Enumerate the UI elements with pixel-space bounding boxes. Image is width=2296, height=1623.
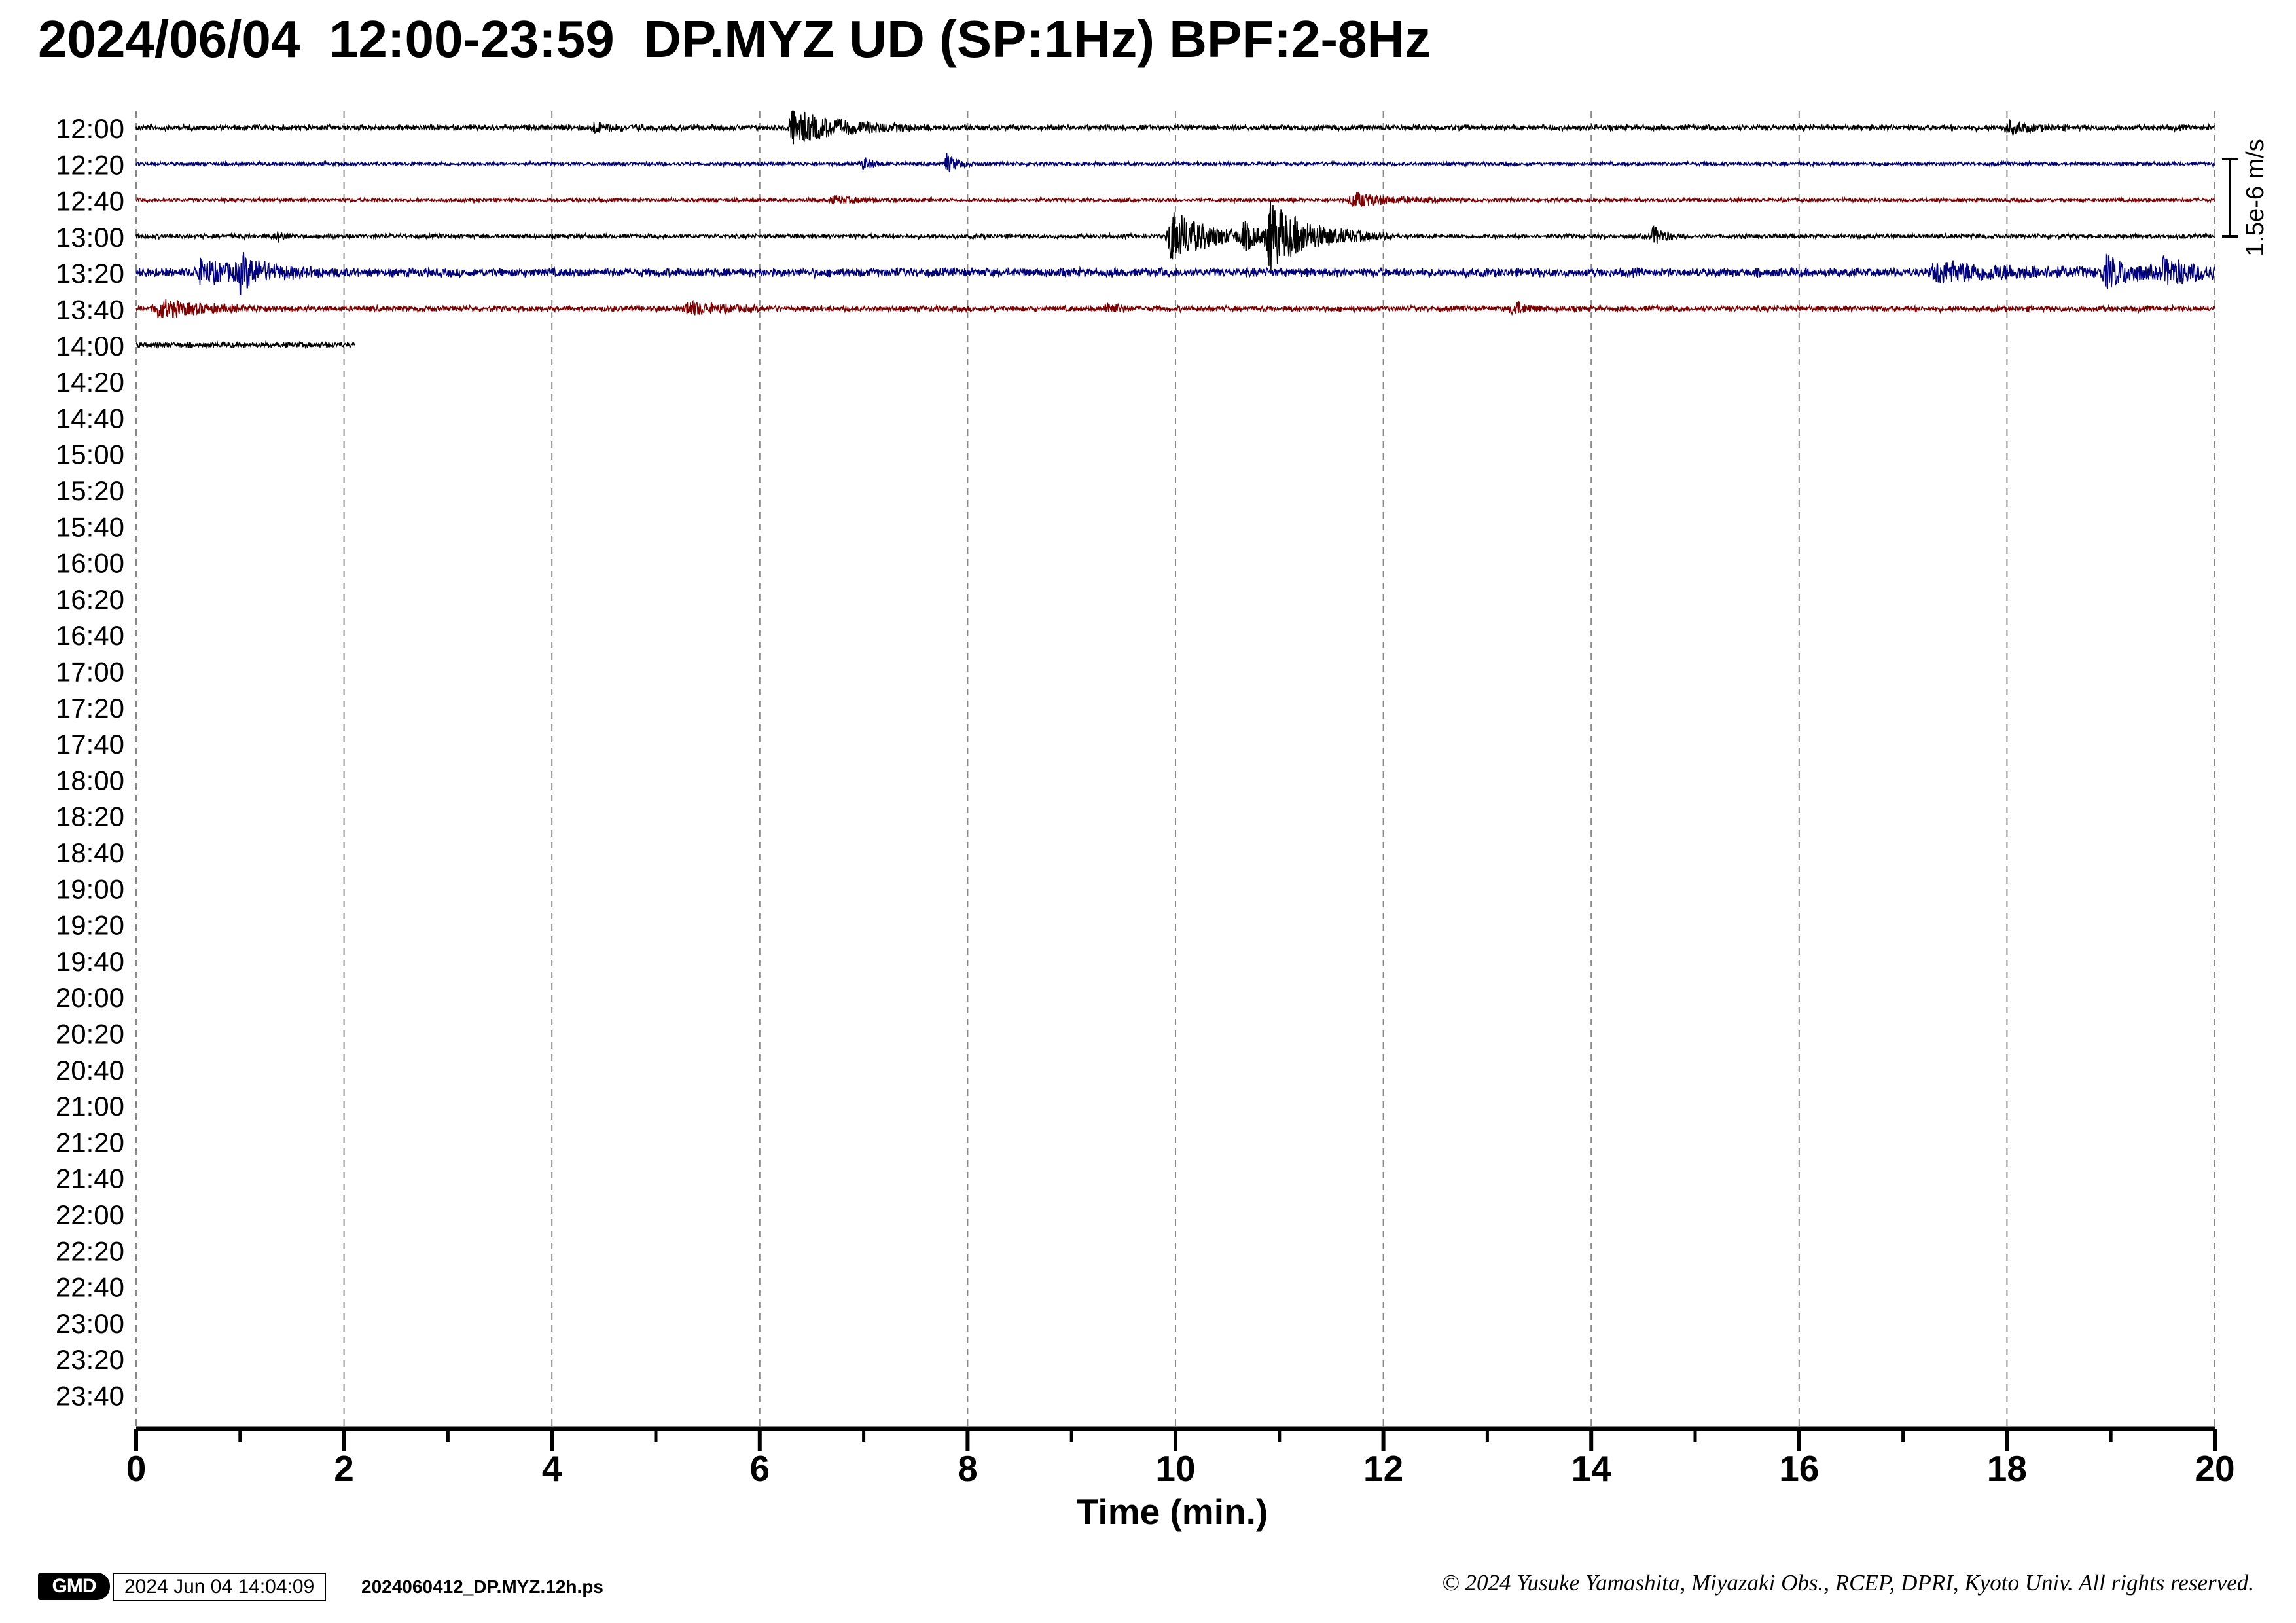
x-tick-label: 10 [1155, 1448, 1195, 1489]
row-label: 18:00 [56, 765, 124, 795]
row-label: 13:00 [56, 222, 124, 253]
x-tick-label: 6 [750, 1448, 770, 1489]
row-label: 20:20 [56, 1019, 124, 1049]
row-label: 22:20 [56, 1235, 124, 1266]
row-label: 13:20 [56, 258, 124, 289]
row-label: 21:20 [56, 1127, 124, 1158]
row-label: 18:20 [56, 801, 124, 832]
row-label: 14:00 [56, 331, 124, 361]
row-label: 20:40 [56, 1055, 124, 1085]
row-label: 19:00 [56, 873, 124, 904]
scale-bar-label: 1.5e-6 m/s [2242, 139, 2269, 257]
page-title: 2024/06/04 12:00-23:59 DP.MYZ UD (SP:1Hz… [38, 10, 1431, 68]
row-label: 16:20 [56, 584, 124, 615]
row-label: 20:00 [56, 982, 124, 1013]
seismic-trace [135, 153, 2215, 173]
row-label: 15:40 [56, 511, 124, 542]
row-label: 17:40 [56, 729, 124, 759]
vertical-grid [135, 111, 2215, 1429]
logo-badge: GMD [38, 1573, 110, 1600]
row-label: 15:20 [56, 475, 124, 506]
x-tick-label: 0 [126, 1448, 147, 1489]
row-label: 16:40 [56, 620, 124, 651]
seismic-trace [135, 340, 355, 350]
row-label: 19:40 [56, 946, 124, 977]
seismic-trace [135, 299, 2215, 319]
file-name: 2024060412_DP.MYZ.12h.ps [361, 1577, 603, 1597]
row-label: 23:00 [56, 1308, 124, 1339]
row-label: 15:00 [56, 439, 124, 470]
row-label: 21:00 [56, 1091, 124, 1122]
x-tick-label: 16 [1779, 1448, 1819, 1489]
row-label: 12:00 [56, 113, 124, 144]
seismic-trace [135, 252, 2215, 296]
row-label: 23:40 [56, 1381, 124, 1412]
row-label: 22:00 [56, 1199, 124, 1230]
row-label: 16:00 [56, 548, 124, 579]
seismic-trace [135, 200, 2215, 270]
row-label: 17:00 [56, 657, 124, 687]
row-labels: 12:00 12:20 12:40 13:00 13:20 13:40 14:00 14:20… [56, 113, 124, 1412]
x-tick-label: 18 [1987, 1448, 2027, 1489]
row-label: 14:40 [56, 403, 124, 433]
x-tick-label: 2 [334, 1448, 354, 1489]
row-label: 17:20 [56, 693, 124, 723]
row-label: 12:20 [56, 149, 124, 180]
copyright-notice: © 2024 Yusuke Yamashita, Miyazaki Obs., … [1442, 1570, 2254, 1596]
x-tick-label: 12 [1363, 1448, 1403, 1489]
scale-bar: 1.5e-6 m/s [2222, 139, 2269, 257]
x-tick-label: 14 [1571, 1448, 1612, 1489]
seismic-trace [135, 192, 2215, 207]
x-tick-label: 4 [542, 1448, 562, 1489]
x-axis-label: Time (min.) [1077, 1491, 1268, 1532]
x-axis: 0 2 4 6 8 10 12 14 16 18 20 [126, 1426, 2235, 1489]
render-timestamp: 2024 Jun 04 14:04:09 [113, 1573, 327, 1601]
row-label: 21:40 [56, 1163, 124, 1194]
seismic-trace [135, 110, 2215, 145]
row-label: 14:20 [56, 367, 124, 397]
row-label: 12:40 [56, 186, 124, 217]
trace-group [135, 110, 2215, 350]
row-label: 22:40 [56, 1272, 124, 1303]
row-label: 19:20 [56, 910, 124, 941]
row-label: 18:40 [56, 837, 124, 868]
x-tick-label: 8 [958, 1448, 978, 1489]
row-label: 23:20 [56, 1344, 124, 1375]
row-label: 13:40 [56, 295, 124, 325]
x-tick-label: 20 [2195, 1448, 2234, 1489]
